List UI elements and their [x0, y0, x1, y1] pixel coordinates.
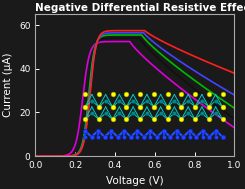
Y-axis label: Current (μA): Current (μA): [3, 53, 13, 117]
X-axis label: Voltage (V): Voltage (V): [106, 176, 164, 186]
Text: Negative Differential Resistive Effect: Negative Differential Resistive Effect: [35, 3, 245, 13]
